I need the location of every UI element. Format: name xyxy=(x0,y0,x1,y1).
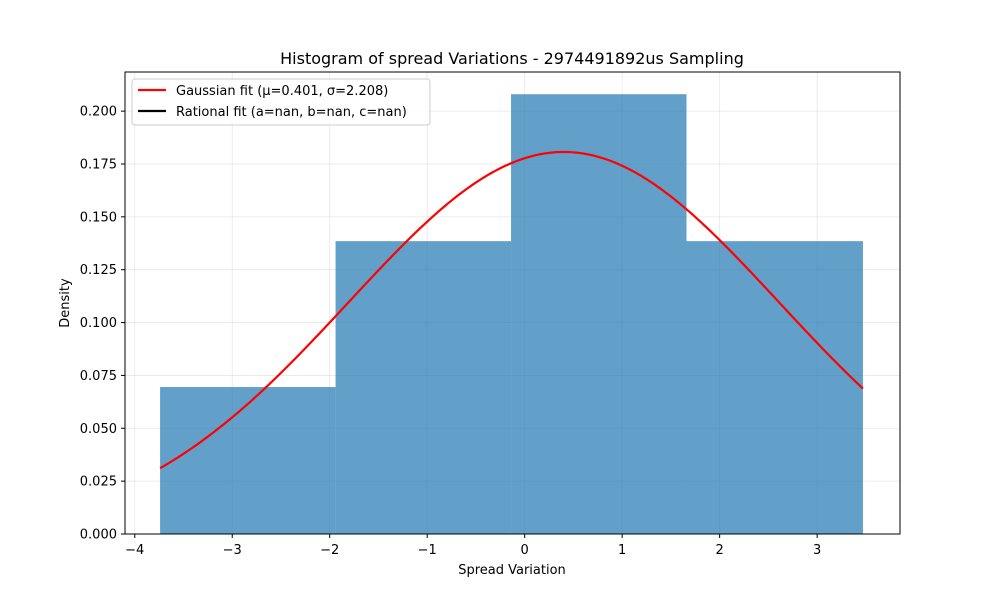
y-tick-label: 0.125 xyxy=(80,263,117,278)
histogram-bar xyxy=(160,387,336,534)
x-tick-label: −1 xyxy=(418,543,437,558)
y-tick-label: 0.050 xyxy=(80,422,117,437)
histogram-bar xyxy=(335,241,512,534)
y-tick-label: 0.100 xyxy=(80,316,117,331)
legend-box xyxy=(131,78,431,126)
x-tick-label: −4 xyxy=(125,543,144,558)
x-axis-label: Spread Variation xyxy=(458,563,566,578)
chart-title: Histogram of spread Variations - 2974491… xyxy=(280,49,744,68)
y-axis: 0.000 0.025 0.050 0.075 0.100 0.125 0.150 0.175… xyxy=(80,105,125,543)
x-tick-label: 0 xyxy=(521,543,529,558)
x-tick-label: 1 xyxy=(618,543,626,558)
y-axis-label: Density xyxy=(58,278,73,328)
plot-frame xyxy=(124,71,901,535)
histogram-bar xyxy=(686,241,863,534)
histogram-bars xyxy=(160,94,863,535)
x-tick-label: −2 xyxy=(320,543,339,558)
legend-label-gaussian: Gaussian fit (μ=0.401, σ=2.208) xyxy=(176,84,388,99)
gaussian-fit-line xyxy=(159,150,864,470)
y-tick-label: 0.025 xyxy=(80,475,117,490)
legend: Gaussian fit (μ=0.401, σ=2.208) Rational… xyxy=(131,78,431,126)
y-tick-label: 0.200 xyxy=(80,105,117,120)
histogram-bar xyxy=(511,94,687,535)
y-tick-label: 0.150 xyxy=(80,210,117,225)
x-axis: −4 −3 −2 −1 0 1 2 3 xyxy=(125,534,821,558)
x-tick-label: 3 xyxy=(813,543,821,558)
y-tick-label: 0.000 xyxy=(80,528,117,543)
x-tick-label: −3 xyxy=(223,543,242,558)
legend-label-rational: Rational fit (a=nan, b=nan, c=nan) xyxy=(176,105,407,120)
y-tick-label: 0.075 xyxy=(80,369,117,384)
fit-curves xyxy=(159,150,864,470)
y-tick-label: 0.175 xyxy=(80,157,117,172)
x-tick-label: 2 xyxy=(716,543,724,558)
